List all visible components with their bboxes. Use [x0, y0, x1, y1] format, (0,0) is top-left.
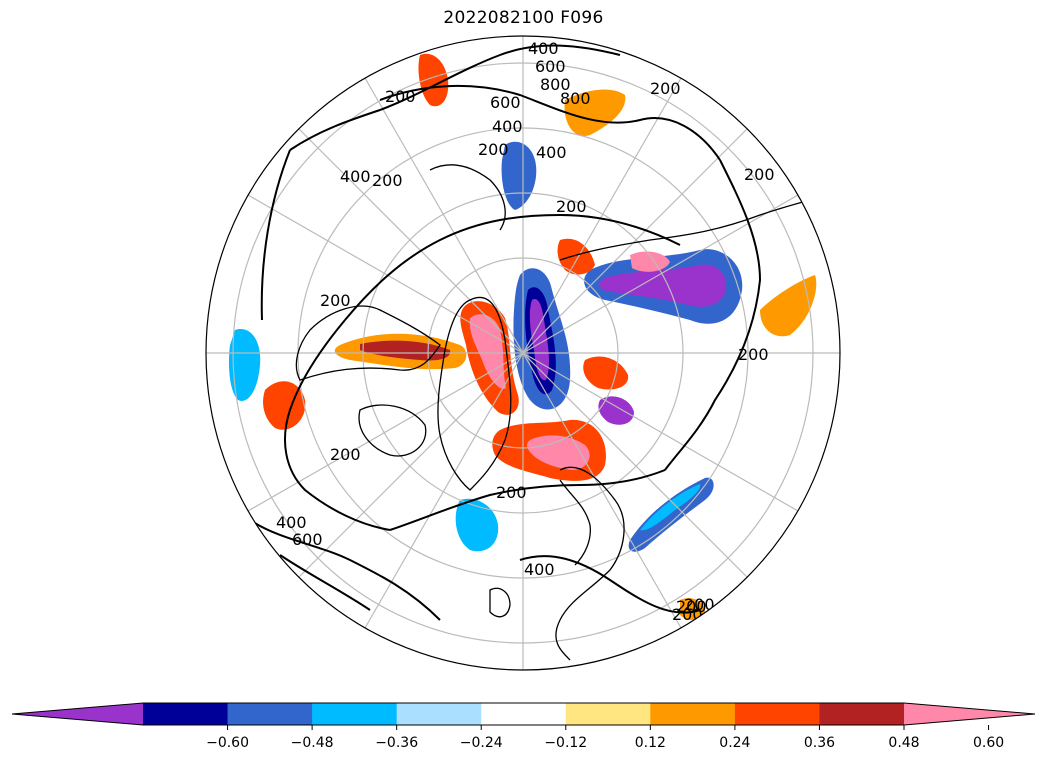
colorbar-tick-label: −0.48: [291, 735, 334, 751]
colorbar-tick-label: −0.60: [206, 735, 249, 751]
contour-label: 600: [292, 530, 323, 549]
positive-anomaly-alaska: [557, 238, 595, 275]
positive-anomaly-eastern: [760, 275, 817, 337]
contour-label: 200: [372, 171, 403, 190]
contour-200-north: [379, 84, 721, 161]
colorbar: −0.60 −0.48 −0.36 −0.24 −0.12 0.12 0.24 0.36 0.4…: [11, 702, 1036, 751]
colorbar-segment: [565, 703, 651, 725]
eurasia-coast: [555, 466, 625, 661]
contour-label: 200: [320, 291, 351, 310]
contour-400-north: [289, 44, 621, 151]
positive-anomaly-mideast: [680, 598, 705, 620]
contour-label: 400: [528, 39, 559, 58]
colorbar-outline: [11, 702, 1036, 726]
positive-anomaly-northpacific-2: [418, 53, 449, 107]
positive-anomaly-siberia-n: [630, 251, 670, 272]
negative-anomaly-pacific: [228, 329, 261, 401]
contour-200-inner: [344, 213, 681, 321]
positive-anomaly-atlantic-core: [527, 435, 590, 470]
alaska-coast: [429, 164, 506, 231]
scandinavia-coast: [559, 479, 591, 566]
contour-label: 200: [330, 445, 361, 464]
negative-anomaly-siberia-core: [598, 264, 727, 307]
canada-coast: [295, 305, 441, 381]
colorbar-segments: [11, 702, 1036, 726]
colorbar-segment: [312, 703, 398, 725]
plot-title: 2022082100 F096: [443, 8, 604, 28]
colorbar-segment: [227, 703, 313, 725]
contour-label: 200: [676, 597, 707, 616]
uk-coast: [489, 587, 511, 618]
negative-anomaly-center: [529, 299, 550, 381]
colorbar-segment: [481, 703, 567, 725]
height-contours: [249, 44, 762, 621]
colorbar-tick-label: −0.12: [544, 735, 587, 751]
contour-europe: [519, 555, 701, 614]
negative-anomaly-north-atlantic: [455, 498, 499, 552]
contour-label: 200: [744, 165, 775, 184]
shaded-anomaly-fields: [228, 53, 817, 620]
contour-200-east: [664, 159, 762, 471]
contour-200-west: [284, 319, 391, 531]
positive-anomaly-pacific-2: [263, 381, 306, 430]
colorbar-tick-label: −0.24: [460, 735, 503, 751]
polar-stereographic-map: 400 600 800 800 600 400 200 200 200 400 …: [205, 35, 841, 671]
colorbar-tick-label: 0.24: [719, 735, 750, 751]
contour-400-southwest: [279, 554, 371, 611]
contour-label: 600: [535, 57, 566, 76]
contour-label: 400: [492, 117, 523, 136]
colorbar-segment: [143, 703, 229, 725]
greenland-coast: [437, 296, 512, 491]
colorbar-extend-min: [12, 703, 143, 725]
colorbar-segment: [650, 703, 736, 725]
contour-label: 200: [385, 87, 416, 106]
negative-anomaly-east: [598, 396, 634, 425]
contour-label: 400: [276, 513, 307, 532]
positive-anomaly-northpacific: [564, 89, 626, 136]
contour-label: 200: [556, 197, 587, 216]
contour-label: 400: [536, 143, 567, 162]
map-boundary: [205, 35, 841, 671]
contour-label: 800: [560, 89, 591, 108]
colorbar-tick-label: 0.48: [888, 735, 919, 751]
contour-label: 200: [738, 345, 769, 364]
contour-label: 200: [478, 140, 509, 159]
negative-anomaly-europe-edge: [640, 484, 701, 531]
colorbar-ticks: −0.60 −0.48 −0.36 −0.24 −0.12 0.12 0.24 0.36 0.4…: [206, 725, 1004, 751]
colorbar-segment: [819, 703, 905, 725]
contour-label: 800: [540, 75, 571, 94]
contour-label: 400: [524, 560, 555, 579]
colorbar-segment: [734, 703, 820, 725]
colorbar-tick-label: −0.36: [375, 735, 418, 751]
contour-label: 200: [684, 595, 715, 614]
contour-label: 600: [490, 93, 521, 112]
contour-label: 200: [496, 483, 527, 502]
siberia-coast: [559, 194, 831, 261]
colorbar-tick-label: 0.36: [804, 735, 835, 751]
colorbar-extend-max: [904, 703, 1035, 725]
contour-600-southwest: [249, 519, 441, 621]
positive-anomaly-core: [469, 314, 506, 389]
contour-label: 200: [650, 79, 681, 98]
colorbar-tick-label: 0.12: [635, 735, 666, 751]
hudson-coast: [358, 404, 427, 457]
colorbar-tick-label: 0.60: [973, 735, 1004, 751]
colorbar-segment: [396, 703, 482, 725]
contour-200-south: [389, 469, 666, 531]
contour-label: 400: [340, 167, 371, 186]
contour-400-west: [260, 149, 291, 321]
contour-label-group: 400 600 800 800 600 400 200 200 200 400 …: [276, 39, 775, 624]
coastlines: [295, 164, 831, 661]
